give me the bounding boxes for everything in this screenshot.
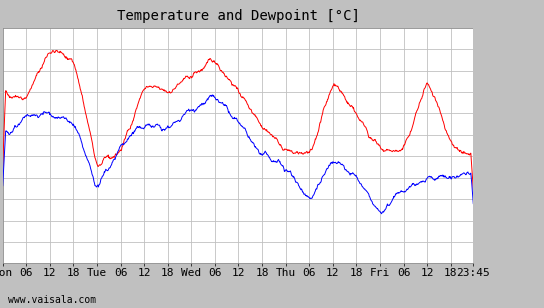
Text: Temperature and Dewpoint [°C]: Temperature and Dewpoint [°C]: [116, 9, 360, 23]
Text: www.vaisala.com: www.vaisala.com: [8, 295, 96, 305]
